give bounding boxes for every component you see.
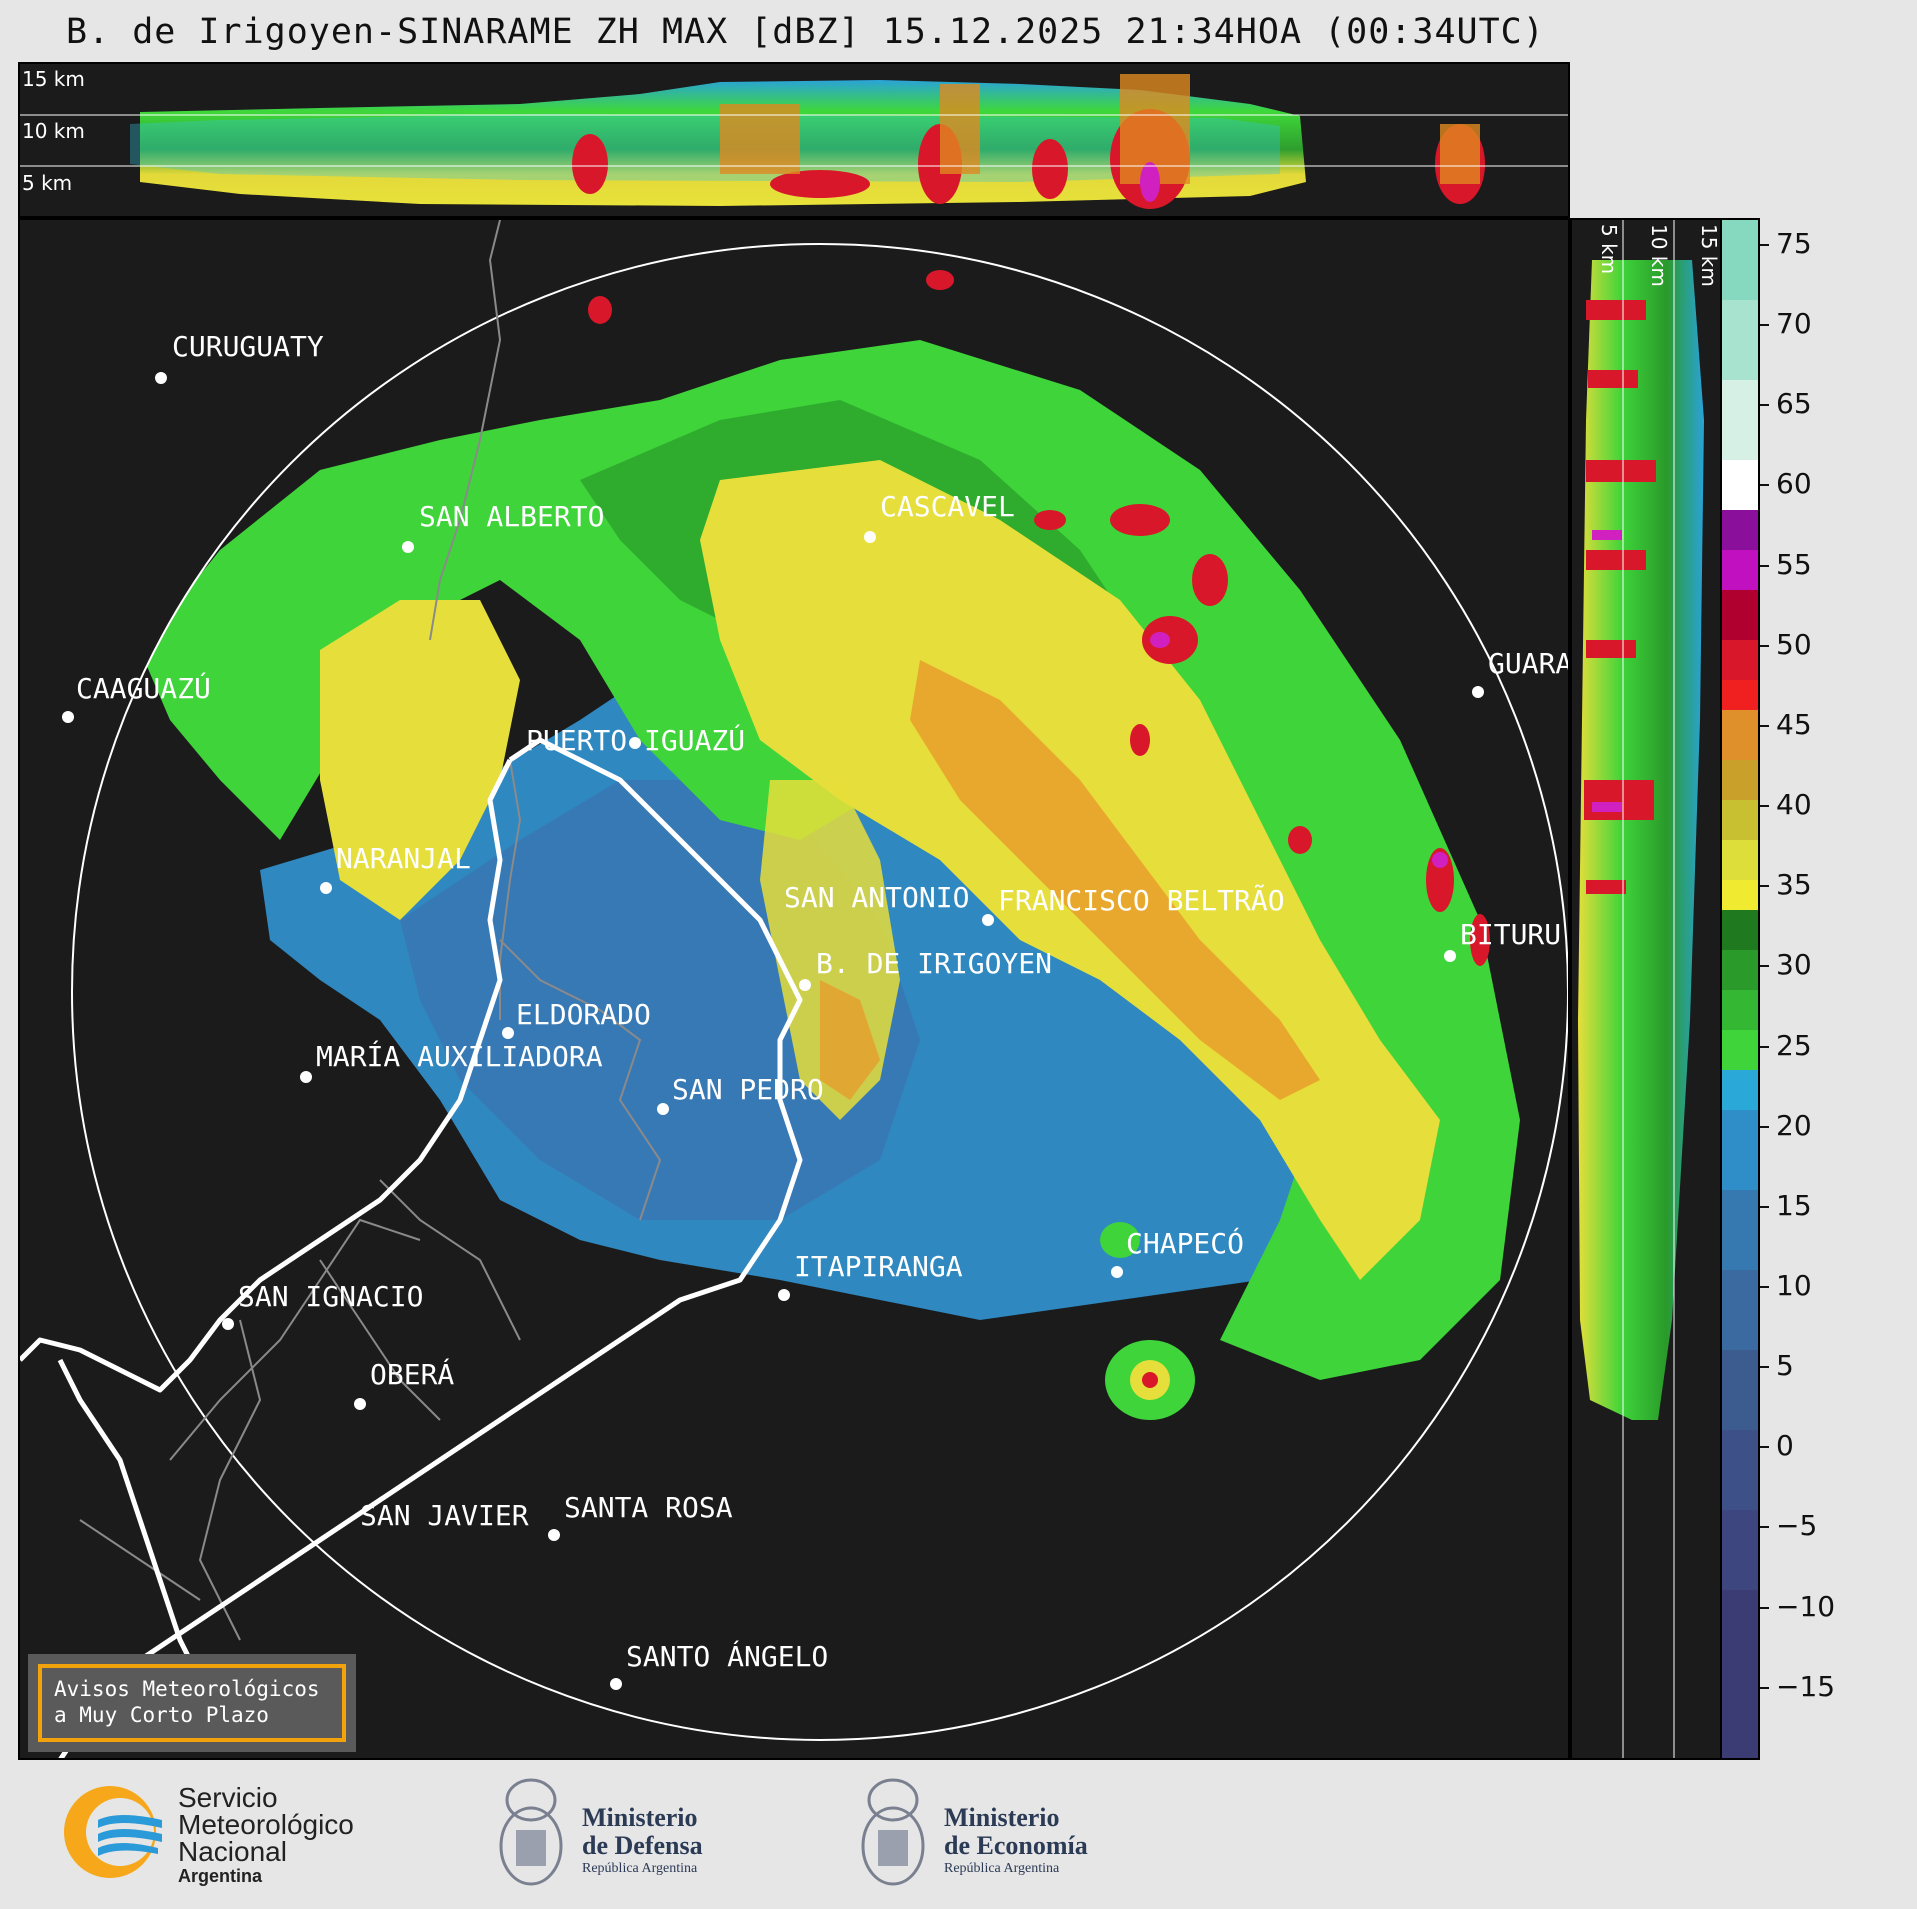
page-title: B. de Irigoyen-SINARAME ZH MAX [dBZ] 15.…: [66, 12, 1545, 52]
colorbar-tick-label: 55: [1776, 547, 1812, 581]
altitude-label-5km: 5 km: [22, 171, 72, 195]
colorbar-tick-mark: [1760, 885, 1769, 888]
economia-logo-text: Ministerio de Economía República Argenti…: [944, 1804, 1088, 1878]
colorbar-tick-mark: [1760, 724, 1769, 727]
colorbar-tick-mark: [1760, 1285, 1769, 1288]
colorbar-tick-mark: [1760, 1526, 1769, 1529]
city-label-cascavel: CASCAVEL: [880, 490, 1015, 523]
colorbar-gradient: [1722, 220, 1758, 1760]
defensa-line-1: Ministerio: [582, 1803, 698, 1832]
colorbar-tick-mark: [1760, 324, 1769, 327]
colorbar-tick-label: 60: [1776, 467, 1812, 501]
colorbar-tick-label: 40: [1776, 788, 1812, 822]
city-label-eldorado: ELDORADO: [516, 998, 651, 1031]
city-label-chapeco: CHAPECÓ: [1126, 1226, 1244, 1260]
colorbar-tick-label: 70: [1776, 307, 1812, 341]
colorbar-tick-mark: [1760, 1686, 1769, 1689]
altitude-label-10km: 10 km: [22, 119, 85, 143]
top-profile-plot: 15 km 10 km 5 km: [20, 67, 1568, 209]
notice-line-1: Avisos Meteorológicos: [54, 1677, 320, 1701]
city-label-san-pedro: SAN PEDRO: [672, 1073, 824, 1106]
smn-line-3: Nacional: [178, 1836, 287, 1867]
colorbar-tick-label: 25: [1776, 1028, 1812, 1062]
city-label-puerto-iguazu: PUERTO IGUAZÚ: [526, 723, 745, 757]
city-label-naranjal: NARANJAL: [336, 842, 471, 875]
defensa-logo-text: Ministerio de Defensa República Argentin…: [582, 1804, 703, 1878]
radar-map: CURUGUATY SAN ALBERTO CASCAVEL CAAGUAZÚ …: [18, 218, 1570, 1760]
city-label-obera: OBERÁ: [370, 1357, 454, 1391]
city-label-curuguaty: CURUGUATY: [172, 330, 324, 363]
side-profile-plot: 5 km 10 km 15 km: [1578, 220, 1721, 1758]
colorbar-tick-label: −15: [1776, 1669, 1836, 1703]
notice-box: Avisos Meteorológicos a Muy Corto Plazo: [28, 1654, 356, 1752]
smn-line-4: Argentina: [178, 1866, 263, 1886]
colorbar-tick-mark: [1760, 1606, 1769, 1609]
colorbar-tick-label: 30: [1776, 948, 1812, 982]
smn-line-2: Meteorológico: [178, 1809, 354, 1840]
city-label-bituru: BITURU: [1460, 918, 1561, 951]
colorbar-tick-mark: [1760, 1205, 1769, 1208]
smn-logo: [58, 1782, 168, 1886]
colorbar-tick-mark: [1760, 1125, 1769, 1128]
colorbar-tick-mark: [1760, 644, 1769, 647]
radar-map-plot: CURUGUATY SAN ALBERTO CASCAVEL CAAGUAZÚ …: [20, 220, 1570, 1758]
smn-line-1: Servicio: [178, 1782, 278, 1813]
notice-line-2: a Muy Corto Plazo: [54, 1703, 269, 1727]
side-altitude-label-10km: 10 km: [1647, 224, 1671, 287]
economia-line-1: Ministerio: [944, 1803, 1060, 1832]
side-altitude-profile: 5 km 10 km 15 km: [1570, 218, 1722, 1760]
city-label-itapiranga: ITAPIRANGA: [794, 1250, 963, 1283]
city-label-santa-rosa: SANTA ROSA: [564, 1491, 733, 1524]
colorbar-tick-mark: [1760, 965, 1769, 968]
colorbar-tick-mark: [1760, 404, 1769, 407]
colorbar-tick-label: 65: [1776, 387, 1812, 421]
defensa-line-3: República Argentina: [582, 1861, 698, 1876]
colorbar-tick-mark: [1760, 484, 1769, 487]
city-label-san-alberto: SAN ALBERTO: [419, 500, 604, 533]
city-label-san-javier: SAN JAVIER: [360, 1499, 529, 1532]
colorbar-tick-label: 10: [1776, 1268, 1812, 1302]
economia-seal-icon: [856, 1774, 930, 1902]
colorbar-tick-label: −5: [1776, 1509, 1818, 1543]
colorbar-tick-mark: [1760, 244, 1769, 246]
colorbar-tick-label: 15: [1776, 1188, 1812, 1222]
city-label-san-ignacio: SAN IGNACIO: [238, 1280, 423, 1313]
city-label-santo-angelo: SANTO ÁNGELO: [626, 1639, 828, 1673]
colorbar-tick-label: 20: [1776, 1108, 1812, 1142]
defensa-line-2: de Defensa: [582, 1831, 703, 1860]
defensa-seal-icon: [494, 1774, 568, 1902]
city-label-b-de-irigoyen: B. DE IRIGOYEN: [816, 947, 1052, 980]
colorbar-tick-label: 35: [1776, 868, 1812, 902]
colorbar-tick-label: 5: [1776, 1349, 1794, 1383]
economia-line-3: República Argentina: [944, 1861, 1060, 1876]
notice-frame: Avisos Meteorológicos a Muy Corto Plazo: [38, 1664, 346, 1742]
colorbar-tick-mark: [1760, 1446, 1769, 1449]
side-altitude-label-15km: 15 km: [1697, 224, 1721, 287]
city-label-san-antonio: SAN ANTONIO: [784, 881, 969, 914]
smn-emblem-icon: [64, 1786, 162, 1878]
side-altitude-label-5km: 5 km: [1597, 224, 1621, 274]
colorbar-tick-label: 75: [1776, 227, 1812, 260]
altitude-label-15km: 15 km: [22, 67, 85, 91]
colorbar-tick-label: −10: [1776, 1589, 1836, 1623]
smn-logo-text: Servicio Meteorológico Nacional Argentin…: [178, 1784, 354, 1887]
city-label-francisco-beltrao: FRANCISCO BELTRÃO: [998, 884, 1285, 917]
colorbar-tick-mark: [1760, 1045, 1769, 1048]
city-label-caaguazu: CAAGUAZÚ: [76, 671, 211, 705]
city-label-maria-auxiliadora: MARÍA AUXILIADORA: [316, 1039, 603, 1073]
dbz-colorbar: [1720, 218, 1760, 1760]
city-label-guara: GUARA: [1488, 647, 1570, 680]
colorbar-tick-label: 0: [1776, 1429, 1794, 1463]
colorbar-tick-mark: [1760, 564, 1769, 567]
colorbar-tick-mark: [1760, 1366, 1769, 1369]
colorbar-tick-label: 50: [1776, 627, 1812, 661]
top-altitude-profile: 15 km 10 km 5 km: [18, 62, 1570, 218]
economia-line-2: de Economía: [944, 1831, 1088, 1860]
colorbar-tick-mark: [1760, 805, 1769, 808]
colorbar-tick-label: 45: [1776, 707, 1812, 741]
